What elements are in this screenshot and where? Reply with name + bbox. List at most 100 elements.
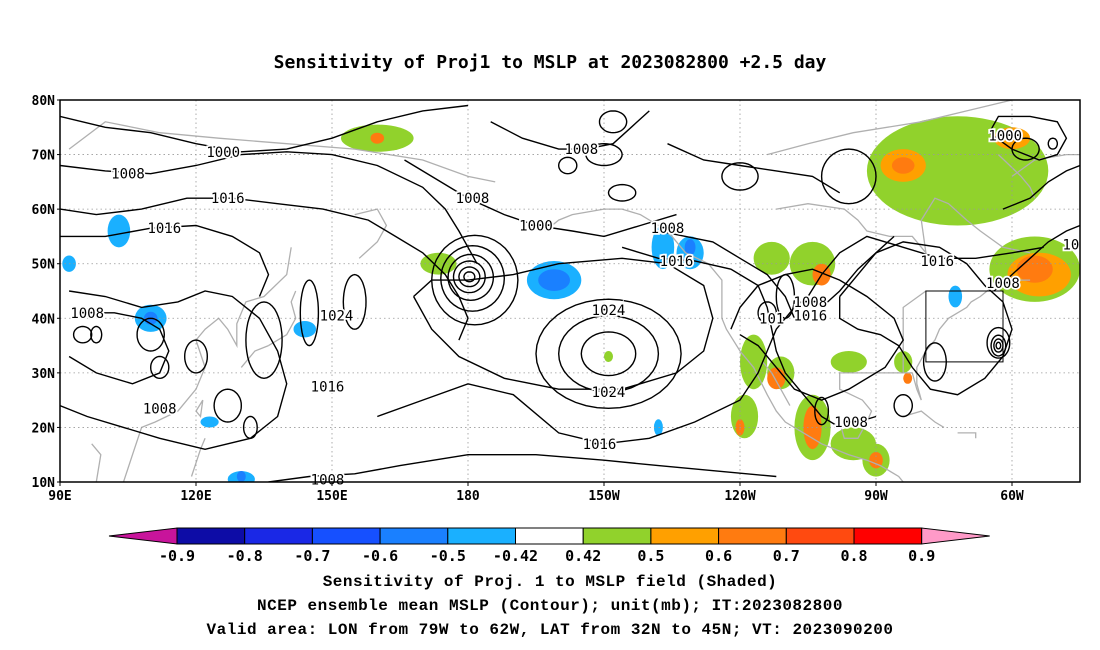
mslp-contour: [988, 115, 1068, 161]
longitude-label: 60W: [1000, 489, 1024, 504]
colorbar-segment: [582, 527, 652, 545]
mslp-contour: [245, 301, 283, 380]
coastline: [997, 154, 1036, 199]
mslp-contour: [213, 388, 243, 423]
mslp-contour: [377, 235, 1044, 445]
contour-label: 1008: [834, 415, 868, 431]
latitude-label: 40N: [32, 312, 56, 327]
coastline: [91, 443, 102, 482]
mslp-contour: [893, 393, 914, 418]
coastline: [776, 197, 1031, 255]
mslp-contour: [299, 279, 320, 347]
coastline: [957, 432, 977, 439]
longitude-label: 90W: [864, 489, 888, 504]
mslp-contour: [183, 339, 209, 374]
sensitivity-patch: [684, 239, 696, 256]
mslp-contour: [995, 341, 1002, 350]
sensitivity-patch: [653, 419, 663, 436]
coastline: [195, 399, 204, 419]
sensitivity-patch: [891, 157, 915, 174]
mslp-contour: [463, 271, 476, 283]
colorbar-segment: [176, 527, 246, 545]
contour-label: 10: [1062, 238, 1079, 254]
contour-label: 1016: [660, 254, 694, 270]
latitude-label: 50N: [32, 258, 56, 273]
sensitivity-patch: [293, 321, 317, 338]
colorbar-label: 0.9: [908, 547, 935, 565]
latitude-label: 10N: [32, 476, 56, 491]
sensitivity-patch: [200, 416, 219, 428]
colorbar-label: 0.7: [773, 547, 800, 565]
lat-lon-gridlines: [60, 100, 1080, 482]
mslp-contour: [990, 334, 1007, 357]
coastline: [839, 279, 1031, 439]
contour-label: 1016: [311, 380, 345, 396]
longitude-label: 120E: [180, 489, 211, 504]
contour-label: 1016: [793, 309, 827, 325]
mslp-contour: [242, 415, 258, 440]
contour-label: 1000: [206, 145, 240, 161]
mslp-contour: [136, 317, 166, 352]
colorbar-label: 0.5: [637, 547, 664, 565]
contour-label: 1008: [143, 401, 177, 417]
colorbar-label: -0.5: [430, 547, 466, 565]
coastline: [902, 290, 927, 373]
colorbar-label: -0.9: [159, 547, 195, 565]
mslp-contour: [658, 230, 796, 319]
caption-line-2: NCEP ensemble mean MSLP (Contour); unit(…: [257, 597, 843, 615]
mslp-contour: [60, 151, 478, 265]
coastline: [903, 410, 945, 428]
mslp-contour: [598, 110, 628, 134]
valid-area-box: [925, 290, 1004, 363]
coastline: [240, 344, 269, 368]
mslp-contour: [757, 301, 778, 325]
caption-line-3: Valid area: LON from 79W to 62W, LAT fro…: [206, 621, 894, 639]
colorbar-label: -0.42: [493, 547, 538, 565]
colorbar-label: 0.42: [565, 547, 601, 565]
mslp-contour: [149, 355, 170, 380]
mslp-contour: [447, 253, 495, 302]
coastline: [354, 208, 388, 259]
contour-label: 1024: [592, 303, 626, 319]
colorbar-segment: [515, 527, 584, 545]
figure-title: Sensitivity of Proj1 to MSLP at 20230828…: [274, 52, 827, 73]
mslp-contour: [60, 104, 469, 153]
mslp-contour: [993, 224, 1080, 292]
colorbar-segment: [718, 527, 787, 545]
contour-label: 1008: [311, 472, 345, 488]
contour-label: 1008: [986, 276, 1020, 292]
contour-label: 1024: [320, 309, 354, 325]
longitude-label: 150E: [316, 489, 347, 504]
colorbar-under-arrow: [108, 527, 178, 545]
mslp-contour: [814, 396, 830, 426]
contour-label: 1008: [793, 295, 827, 311]
mslp-contour: [430, 234, 519, 326]
colorbar-segment: [379, 527, 449, 545]
sensitivity-patch: [993, 127, 1031, 150]
contour-label: 1000: [988, 129, 1022, 145]
mslp-contour: [1011, 137, 1040, 161]
mslp-contour: [557, 156, 578, 175]
coastline: [767, 100, 1013, 156]
coastline: [544, 208, 905, 482]
mslp-contour: [621, 246, 877, 429]
sensitivity-patch: [538, 269, 570, 291]
contour-label: 1016: [920, 254, 954, 270]
colorbar-segment: [650, 527, 720, 545]
colorbar-segment: [785, 527, 855, 545]
mslp-contour: [993, 338, 1004, 353]
mslp-contour: [90, 325, 103, 344]
mslp-contour: [60, 290, 288, 451]
mslp-contour: [535, 298, 682, 410]
mslp-contour: [607, 183, 637, 202]
sensitivity-patch: [1016, 255, 1053, 283]
sensitivity-patch: [948, 285, 963, 308]
mslp-contour: [440, 244, 506, 312]
mslp-contour: [404, 159, 677, 238]
sensitivity-patch: [903, 372, 913, 384]
sensitivity-patch: [107, 214, 131, 248]
mslp-contour: [458, 266, 481, 288]
mslp-contour: [775, 273, 796, 320]
